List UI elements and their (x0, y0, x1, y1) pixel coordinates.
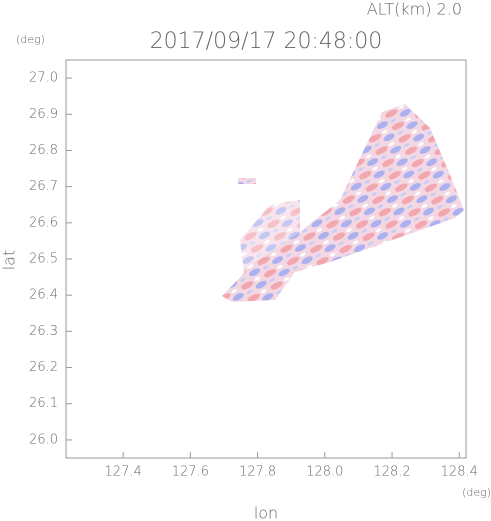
x-tick-label: 127.6 (172, 465, 209, 480)
chart-title: 2017/09/17 20:48:00 (150, 29, 383, 54)
y-tick-label: 26.6 (29, 215, 58, 230)
y-tick-label: 26.9 (29, 107, 58, 122)
y-tick-label: 26.3 (29, 324, 58, 339)
y-tick-label: 26.5 (29, 252, 58, 267)
x-tick-label: 127.8 (239, 465, 276, 480)
x-tick-label: 128.4 (441, 465, 478, 480)
altitude-label: ALT(km) 2.0 (367, 0, 462, 19)
y-tick-label: 26.4 (29, 288, 58, 303)
doppler-echo (238, 178, 256, 184)
y-tick-label: 26.8 (29, 143, 58, 158)
x-axis-label: lon (254, 504, 278, 521)
x-tick-label: 128.2 (373, 465, 410, 480)
y-tick-label: 26.7 (29, 179, 58, 194)
y-tick-label: 26.2 (29, 360, 58, 375)
y-axis-label: lat (0, 250, 19, 271)
x-tick-label: 127.4 (105, 465, 142, 480)
y-unit: (deg) (16, 33, 45, 46)
y-tick-label: 26.0 (29, 432, 58, 447)
y-tick-label: 26.1 (29, 396, 58, 411)
doppler-scatter (240, 200, 300, 285)
x-tick-label: 128.0 (306, 465, 343, 480)
x-unit: (deg) (462, 486, 491, 499)
y-tick-label: 27.0 (29, 71, 58, 86)
radar-field (222, 104, 464, 302)
